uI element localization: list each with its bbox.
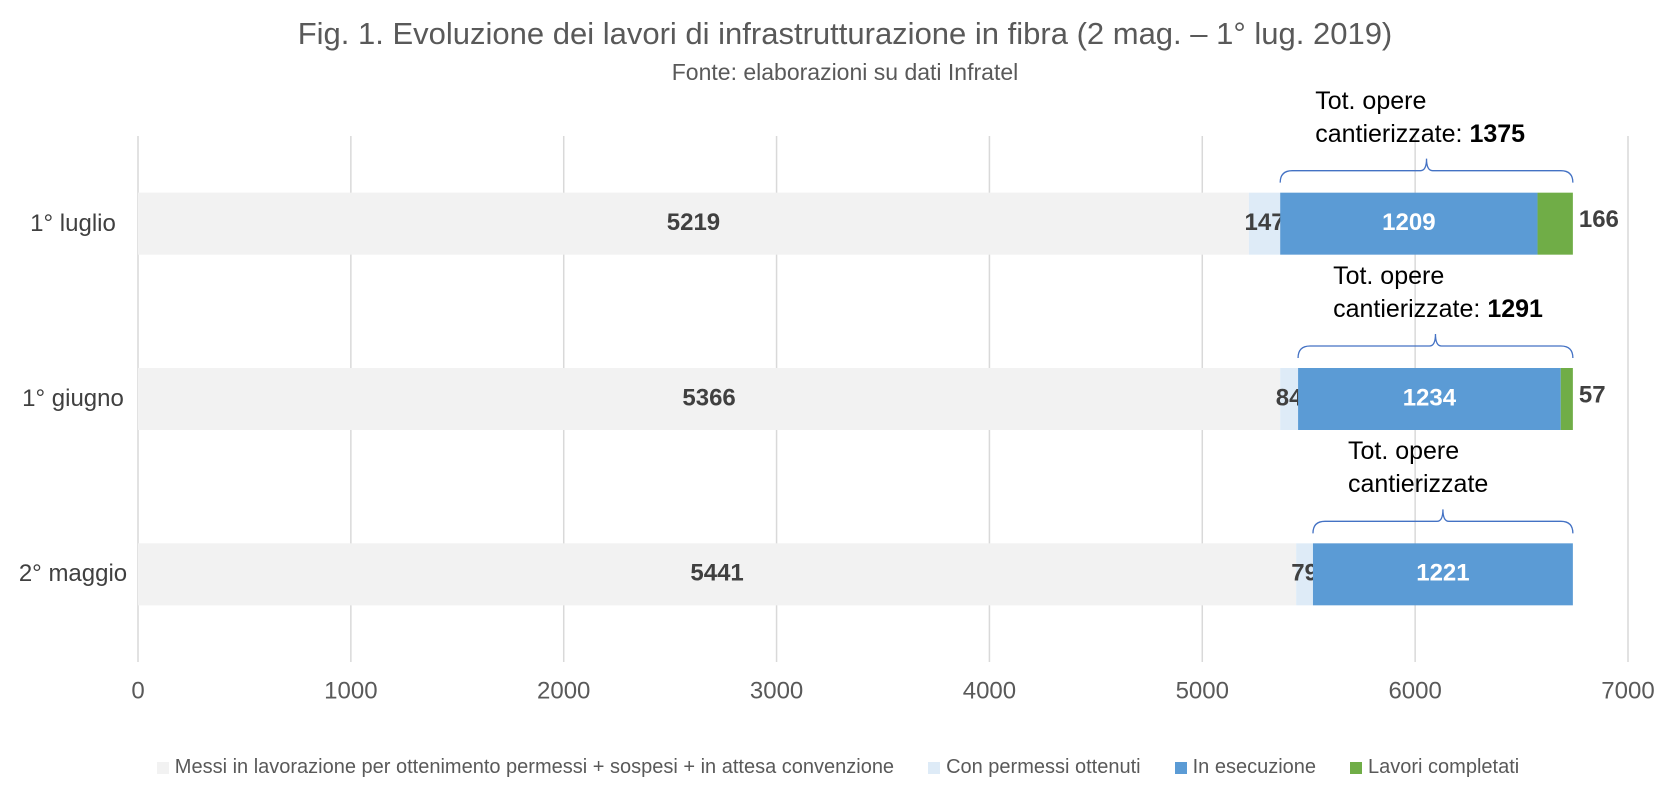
annotation-text: Tot. opere cantierizzate [1347, 437, 1489, 499]
bar-segment [1312, 543, 1573, 606]
bar-segment [1560, 368, 1573, 430]
x-tick-label: 7000 [1601, 677, 1654, 704]
data-label: 1234 [1403, 384, 1457, 411]
y-tick-label: 1° luglio [30, 209, 116, 237]
annotation: Tot. opere cantierizzate: 1291 [1333, 260, 1583, 326]
data-label: 5441 [690, 560, 743, 587]
bracket [1297, 333, 1574, 359]
bar-segment [1280, 192, 1538, 255]
x-tick-label: 5000 [1176, 677, 1229, 704]
x-tick-label: 4000 [963, 677, 1016, 704]
bar-segment [1296, 543, 1313, 606]
legend-item: In esecuzione [1174, 756, 1317, 779]
annotation-value: 1291 [1487, 295, 1543, 323]
data-label: 1209 [1382, 209, 1435, 236]
annotation: Tot. opere cantierizzate: 1375 [1315, 85, 1565, 151]
legend: Messi in lavorazione per ottenimento per… [0, 756, 1676, 779]
bar-segment [138, 192, 1249, 255]
data-label: 57 [1579, 381, 1606, 408]
bar-segment [1280, 368, 1299, 430]
legend-label: Lavori completati [1368, 756, 1520, 778]
data-label: 147 [1245, 209, 1285, 236]
legend-item: Lavori completati [1350, 756, 1519, 779]
legend-label: Con permessi ottenuti [946, 756, 1141, 778]
chart-subtitle: Fonte: elaborazioni su dati Infratel [672, 59, 1018, 85]
bar-segment [1248, 192, 1281, 255]
annotation-text: Tot. opere cantierizzate: [1333, 262, 1481, 323]
data-label: 5366 [682, 384, 735, 411]
y-tick-label: 1° giugno [22, 385, 124, 412]
annotation-value: 1375 [1469, 119, 1526, 148]
legend-label: In esecuzione [1192, 756, 1317, 778]
y-tick-label: 2° maggio [18, 560, 128, 588]
legend-swatch [1174, 761, 1187, 774]
legend-swatch [156, 761, 169, 774]
x-tick-label: 6000 [1388, 677, 1441, 704]
bar-segment [1537, 192, 1573, 255]
annotation: Tot. opere cantierizzate [1348, 435, 1598, 501]
x-tick-label: 3000 [750, 677, 803, 704]
annotation-text: Tot. opere cantierizzate: [1315, 86, 1463, 148]
bracket [1279, 158, 1574, 183]
x-tick-label: 1000 [324, 677, 377, 704]
bar-segment [138, 543, 1297, 606]
x-tick-label: 0 [131, 677, 144, 704]
legend-item: Con permessi ottenuti [928, 756, 1141, 779]
data-label: 1221 [1416, 560, 1469, 587]
chart-title: Fig. 1. Evoluzione dei lavori di infrast… [298, 16, 1393, 51]
data-label: 166 [1579, 206, 1619, 233]
x-tick-label: 2000 [537, 677, 590, 704]
bracket [1312, 509, 1574, 534]
legend-label: Messi in lavorazione per ottenimento per… [174, 756, 895, 778]
bar-segment [138, 368, 1281, 430]
legend-swatch [928, 761, 941, 774]
legend-item: Messi in lavorazione per ottenimento per… [156, 756, 895, 779]
legend-swatch [1350, 761, 1363, 774]
bar-segment [1298, 368, 1561, 430]
data-label: 5219 [667, 209, 720, 236]
